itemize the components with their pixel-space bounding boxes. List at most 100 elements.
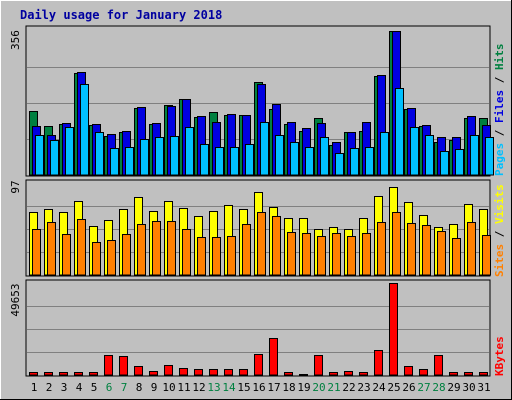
bar-sites-day-18 xyxy=(287,232,296,276)
bar-marks xyxy=(29,31,494,376)
bar-sites-day-16 xyxy=(257,212,266,276)
bar-pages-day-18 xyxy=(290,142,299,176)
day-label-1: 1 xyxy=(31,381,38,394)
day-label-20: 20 xyxy=(312,381,325,394)
bar-pages-day-30 xyxy=(470,135,479,176)
bar-sites-day-2 xyxy=(47,222,56,276)
day-label-7: 7 xyxy=(121,381,128,394)
chart-title: Daily usage for January 2018 xyxy=(20,8,222,22)
bar-kbytes-day-18 xyxy=(284,372,293,376)
bar-kbytes-day-10 xyxy=(164,365,173,376)
bar-pages-day-12 xyxy=(200,144,209,176)
bar-sites-day-22 xyxy=(347,236,356,276)
bar-pages-day-2 xyxy=(50,140,59,176)
bar-sites-day-25 xyxy=(392,212,401,276)
bar-sites-day-5 xyxy=(92,242,101,276)
bar-sites-day-17 xyxy=(272,216,281,276)
bar-pages-day-5 xyxy=(95,132,104,176)
x-axis-day-labels: 1 2 3 4 5 6 7 8 9 10 11 12 13 14 15 16 17 18 19 20 21 22 23 24 2… xyxy=(31,381,491,394)
day-label-19: 19 xyxy=(297,381,310,394)
bar-kbytes-day-26 xyxy=(404,366,413,376)
bar-kbytes-day-1 xyxy=(29,372,38,376)
legend-sep-3: / xyxy=(493,230,506,237)
bar-pages-day-26 xyxy=(410,127,419,176)
day-label-4: 4 xyxy=(76,381,83,394)
day-label-24: 24 xyxy=(372,381,386,394)
day-label-17: 17 xyxy=(267,381,280,394)
bar-kbytes-day-15 xyxy=(239,369,248,376)
day-label-6: 6 xyxy=(106,381,113,394)
bar-pages-day-16 xyxy=(260,122,269,176)
bottom-panel-legend: KBytes xyxy=(493,336,506,376)
legend-sites: Sites xyxy=(493,244,506,277)
day-label-25: 25 xyxy=(387,381,400,394)
bar-kbytes-day-4 xyxy=(74,372,83,376)
bar-pages-day-8 xyxy=(140,139,149,176)
bar-pages-day-10 xyxy=(170,136,179,176)
bar-sites-day-19 xyxy=(302,233,311,276)
bar-kbytes-day-9 xyxy=(149,371,158,376)
bar-sites-day-20 xyxy=(317,236,326,276)
bar-sites-day-11 xyxy=(182,229,191,276)
day-label-26: 26 xyxy=(402,381,415,394)
bar-sites-day-1 xyxy=(32,229,41,276)
bar-kbytes-day-29 xyxy=(449,372,458,376)
day-label-31: 31 xyxy=(477,381,490,394)
day-label-12: 12 xyxy=(192,381,205,394)
legend-kbytes: KBytes xyxy=(493,336,506,376)
bar-sites-day-12 xyxy=(197,237,206,276)
bar-kbytes-day-5 xyxy=(89,372,98,376)
top-panel-legend: Pages / Files / Hits xyxy=(493,44,506,177)
legend-sep-2: / xyxy=(493,76,506,83)
bar-pages-day-17 xyxy=(275,135,284,176)
legend-files: Files xyxy=(493,90,506,123)
bar-pages-day-15 xyxy=(245,144,254,176)
day-label-14: 14 xyxy=(222,381,236,394)
bar-kbytes-day-20 xyxy=(314,355,323,376)
bar-sites-day-10 xyxy=(167,221,176,276)
day-label-2: 2 xyxy=(46,381,53,394)
bottom-panel-ymax-label: 49653 xyxy=(9,283,22,316)
bar-kbytes-day-8 xyxy=(134,366,143,376)
day-label-15: 15 xyxy=(237,381,250,394)
bar-sites-day-30 xyxy=(467,222,476,276)
bar-sites-day-27 xyxy=(422,225,431,276)
bar-kbytes-day-31 xyxy=(479,372,488,376)
day-label-30: 30 xyxy=(462,381,475,394)
legend-visits: Visits xyxy=(493,184,506,224)
bar-sites-day-14 xyxy=(227,236,236,276)
day-label-3: 3 xyxy=(61,381,68,394)
bar-sites-day-28 xyxy=(437,231,446,276)
bar-kbytes-day-16 xyxy=(254,354,263,376)
legend-pages: Pages xyxy=(493,143,506,176)
bar-kbytes-day-11 xyxy=(179,368,188,376)
bar-kbytes-day-3 xyxy=(59,372,68,376)
bar-pages-day-21 xyxy=(335,153,344,176)
legend-hits: Hits xyxy=(493,44,506,71)
bar-pages-day-22 xyxy=(350,148,359,176)
day-label-22: 22 xyxy=(342,381,355,394)
bar-sites-day-3 xyxy=(62,234,71,276)
bar-kbytes-day-30 xyxy=(464,372,473,376)
day-label-23: 23 xyxy=(357,381,370,394)
bar-kbytes-day-24 xyxy=(374,350,383,376)
bar-sites-day-26 xyxy=(407,223,416,276)
bar-pages-day-28 xyxy=(440,151,449,176)
day-label-28: 28 xyxy=(432,381,445,394)
bar-kbytes-day-25 xyxy=(389,283,398,376)
bar-sites-day-4 xyxy=(77,219,86,276)
bar-kbytes-day-2 xyxy=(44,372,53,376)
bar-pages-day-7 xyxy=(125,147,134,176)
bar-pages-day-4 xyxy=(80,84,89,176)
day-label-27: 27 xyxy=(417,381,430,394)
bar-pages-day-23 xyxy=(365,147,374,176)
bar-kbytes-day-23 xyxy=(359,372,368,376)
bar-kbytes-day-17 xyxy=(269,338,278,376)
bar-pages-day-25 xyxy=(395,88,404,176)
bar-kbytes-day-13 xyxy=(209,369,218,376)
bar-pages-day-29 xyxy=(455,149,464,176)
bar-sites-day-24 xyxy=(377,222,386,276)
bar-kbytes-day-21 xyxy=(329,372,338,376)
day-label-11: 11 xyxy=(177,381,190,394)
